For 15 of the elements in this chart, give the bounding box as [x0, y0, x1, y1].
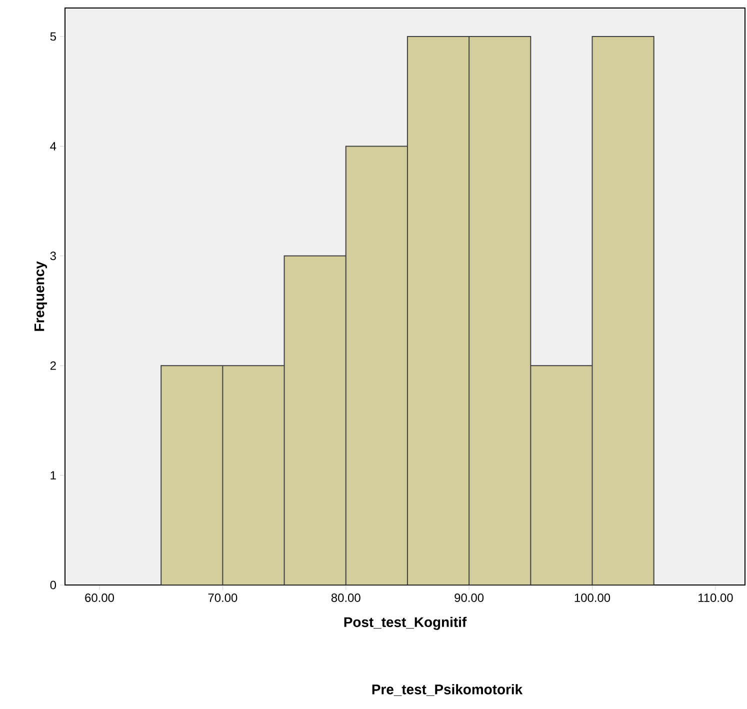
- x-tick-label: 110.00: [698, 594, 733, 602]
- x-tick-label: 60.00: [85, 594, 114, 602]
- x-tick-label: 80.00: [331, 594, 360, 602]
- x-tick-label: 90.00: [454, 594, 484, 602]
- y-tick-label: 3: [50, 252, 56, 260]
- y-tick-label: 0: [50, 580, 56, 590]
- y-axis-title: Frequency: [34, 261, 47, 331]
- y-tick-label: 5: [50, 32, 56, 41]
- y-tick-label: 2: [50, 361, 56, 370]
- x-axis-title: Post_test_Kognitif: [344, 616, 467, 630]
- x-tick-label: 100.00: [574, 594, 610, 602]
- text: Pre_test_Psikomotorik: [372, 684, 523, 696]
- y-tick-label: 4: [50, 142, 56, 150]
- x-tick-label: 70.00: [208, 594, 238, 602]
- y-tick-label: 1: [50, 471, 56, 480]
